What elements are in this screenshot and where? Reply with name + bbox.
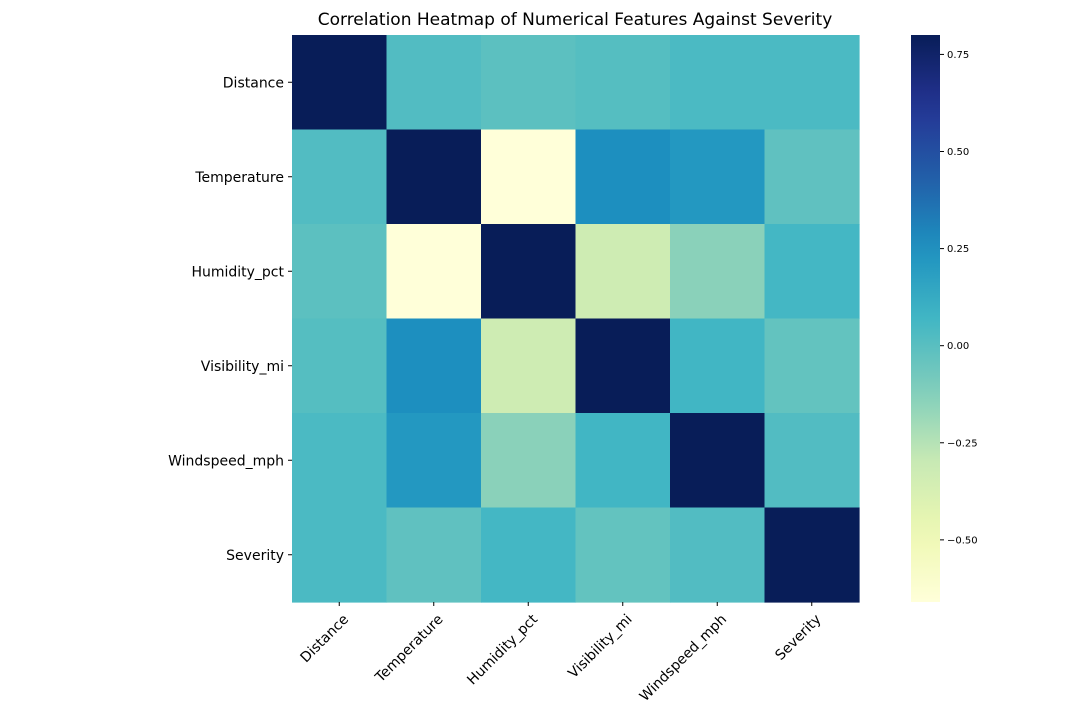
y-tick-label: Temperature [194, 170, 284, 186]
heatmap-cell [386, 129, 482, 225]
y-tick-label: Distance [223, 75, 284, 91]
colorbar-tick-label: 0.75 [947, 50, 969, 61]
heatmap-cell [575, 507, 671, 603]
heatmap-cell [575, 129, 671, 225]
x-tick-label: Windspeed_mph [637, 612, 730, 705]
heatmap-cell [386, 507, 482, 603]
colorbar: 0.75 0.50 0.25 0.00 −0.25 −0.50 [911, 35, 978, 602]
heatmap-cell [386, 318, 482, 414]
heatmap-cell [670, 413, 766, 509]
heatmap-cells [292, 35, 860, 603]
heatmap-cell [575, 224, 671, 320]
colorbar-tick-label: 0.50 [947, 147, 969, 158]
heatmap-cell [481, 507, 577, 603]
heatmap-cell [764, 129, 860, 225]
heatmap-cell [764, 507, 860, 603]
heatmap-cell [575, 318, 671, 414]
y-tick-label: Visibility_mi [201, 359, 284, 375]
heatmap-cell [670, 318, 766, 414]
heatmap-cell [386, 413, 482, 509]
y-axis: Distance Temperature Humidity_pct Visibilit… [168, 75, 292, 564]
heatmap-cell [481, 129, 577, 225]
colorbar-tick-label: −0.25 [947, 438, 978, 449]
heatmap-cell [292, 318, 388, 414]
colorbar-tick-label: −0.50 [947, 535, 978, 546]
heatmap-cell [292, 413, 388, 509]
y-tick-label: Humidity_pct [191, 264, 284, 280]
heatmap-cell [764, 318, 860, 414]
heatmap-cell [292, 129, 388, 225]
heatmap-cell [764, 413, 860, 509]
chart-title: Correlation Heatmap of Numerical Feature… [318, 10, 833, 30]
x-tick-label: Temperature [372, 612, 447, 687]
x-tick-label: Distance [297, 612, 352, 667]
heatmap-cell [292, 507, 388, 603]
heatmap-cell [481, 224, 577, 320]
x-tick-label: Severity [772, 612, 824, 664]
heatmap-cell [481, 318, 577, 414]
heatmap-cell [386, 224, 482, 320]
colorbar-tick-label: 0.25 [947, 244, 969, 255]
heatmap-cell [764, 224, 860, 320]
heatmap-cell [292, 35, 388, 131]
heatmap-cell [575, 413, 671, 509]
heatmap-cell [670, 507, 766, 603]
heatmap-cell [670, 35, 766, 131]
colorbar-gradient [911, 35, 940, 602]
heatmap-cell [386, 35, 482, 131]
x-tick-label: Visibility_mi [565, 612, 635, 682]
x-axis: Distance Temperature Humidity_pct Visibilit… [297, 602, 825, 705]
heatmap-cell [292, 224, 388, 320]
heatmap-cell [481, 413, 577, 509]
colorbar-tick-label: 0.00 [947, 341, 969, 352]
heatmap-cell [670, 224, 766, 320]
heatmap-cell [764, 35, 860, 131]
heatmap-cell [575, 35, 671, 131]
y-tick-label: Severity [226, 548, 284, 564]
y-tick-label: Windspeed_mph [168, 453, 284, 469]
x-tick-label: Humidity_pct [464, 611, 541, 688]
heatmap-cell [481, 35, 577, 131]
heatmap-cell [670, 129, 766, 225]
